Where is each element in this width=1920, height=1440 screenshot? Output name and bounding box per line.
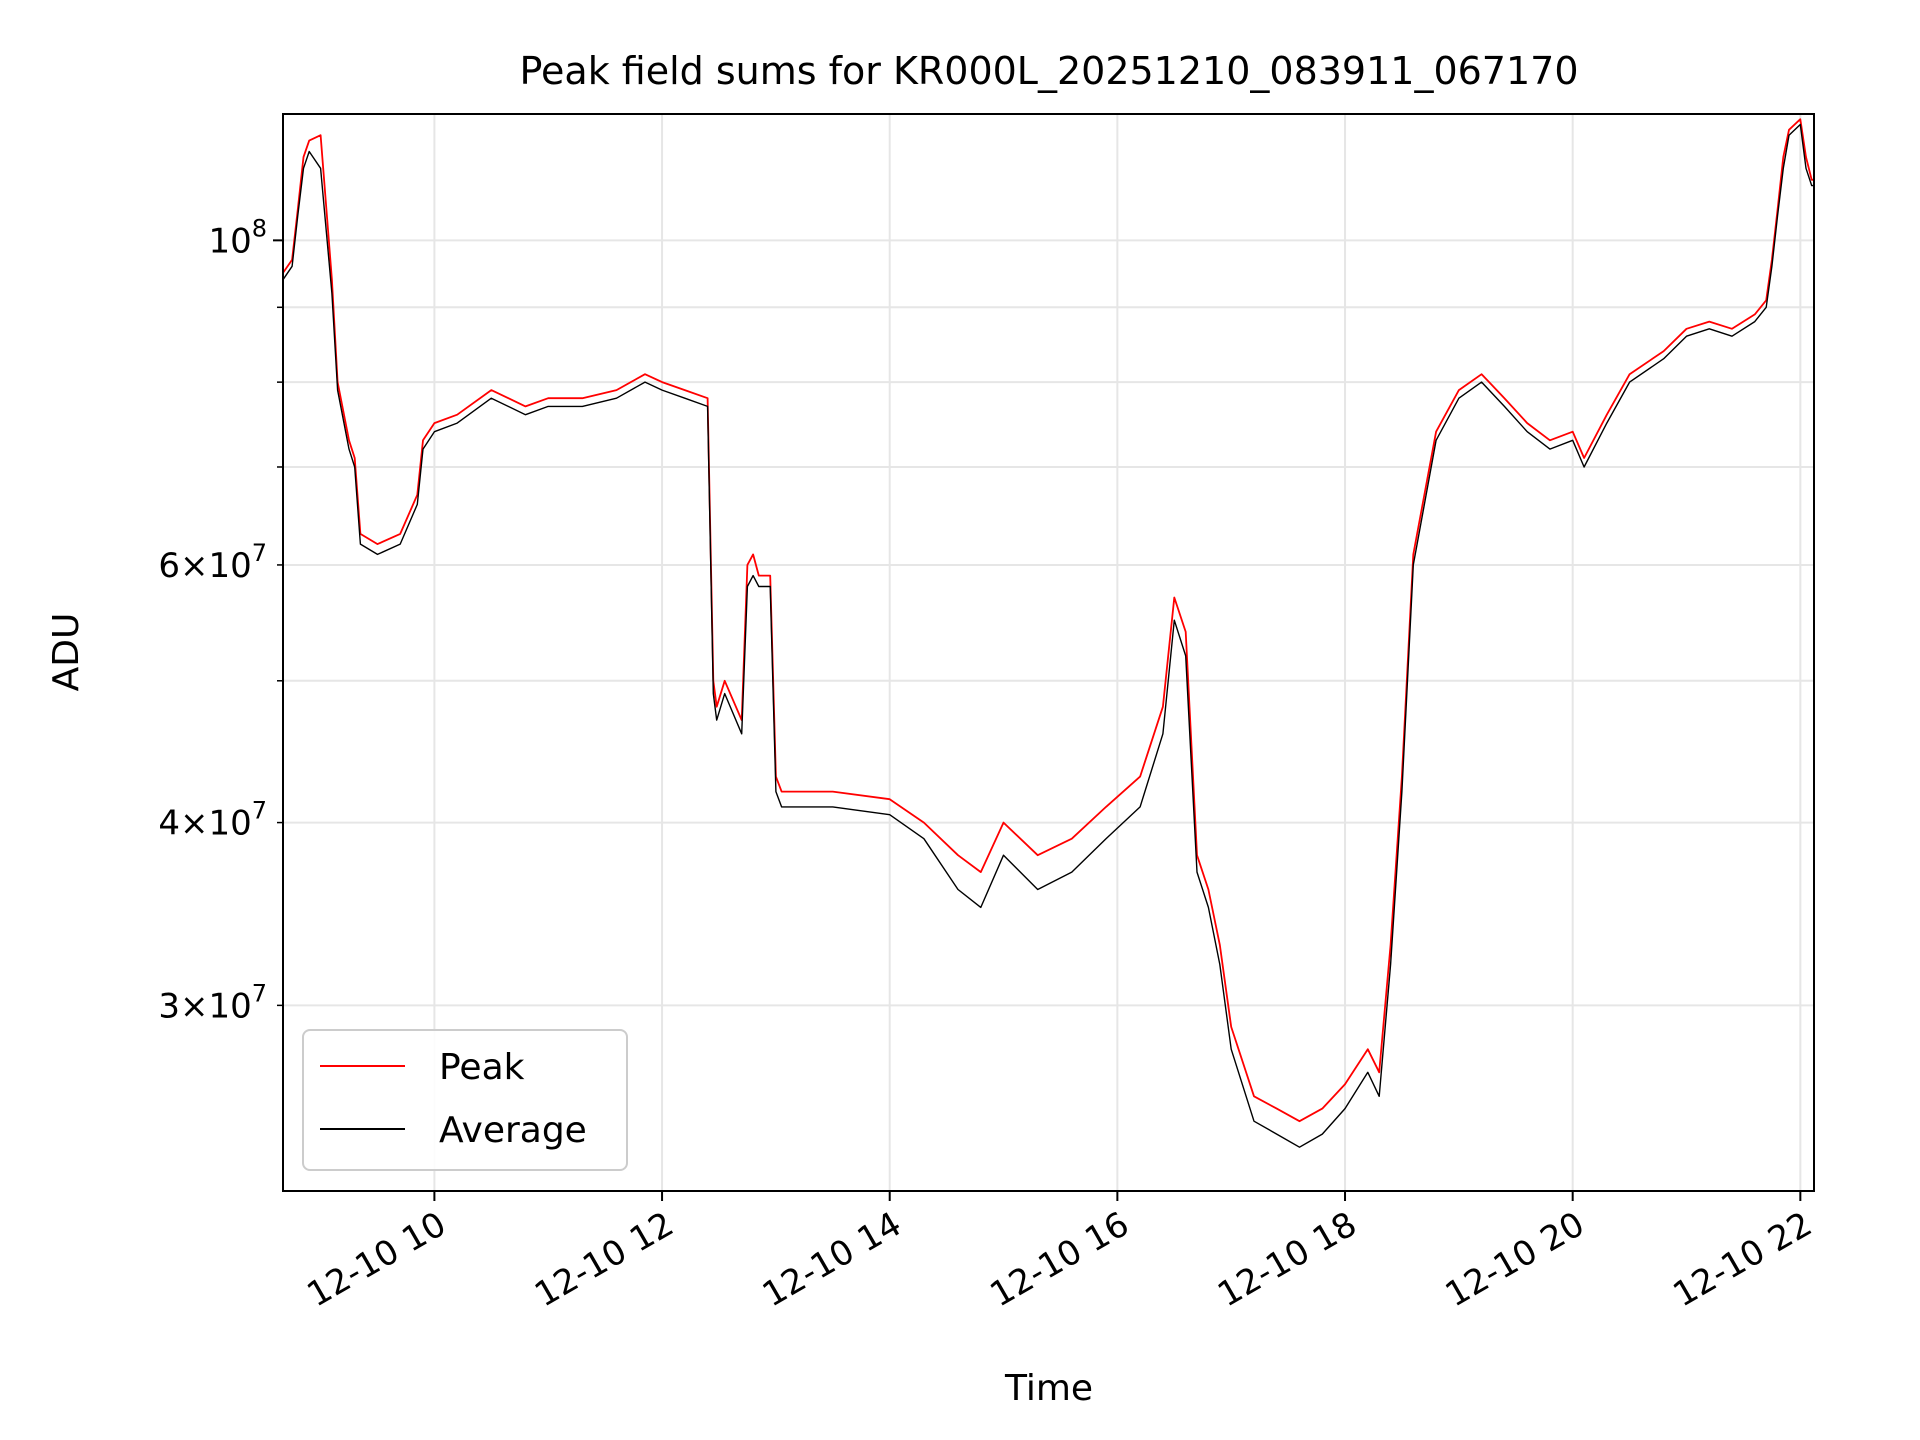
series-lines (282, 118, 1814, 1148)
series-line-peak (282, 118, 1814, 1123)
y-tick-label: 108 (208, 214, 267, 261)
y-axis-label: ADU (46, 613, 87, 692)
x-axis-label: Time (1004, 1368, 1093, 1409)
y-tick-label: 4×107 (158, 797, 267, 844)
legend-label-peak: Peak (439, 1047, 525, 1088)
grid (283, 114, 1814, 1191)
legend-label-average: Average (439, 1110, 587, 1151)
plot-frame (282, 113, 1815, 1192)
series-line-average (282, 123, 1814, 1148)
y-tick-label: 3×107 (158, 979, 267, 1026)
y-tick-label: 6×107 (158, 539, 267, 586)
legend: Peak Average (302, 1029, 628, 1171)
chart-title: Peak field sums for KR000L_20251210_0839… (519, 49, 1578, 93)
